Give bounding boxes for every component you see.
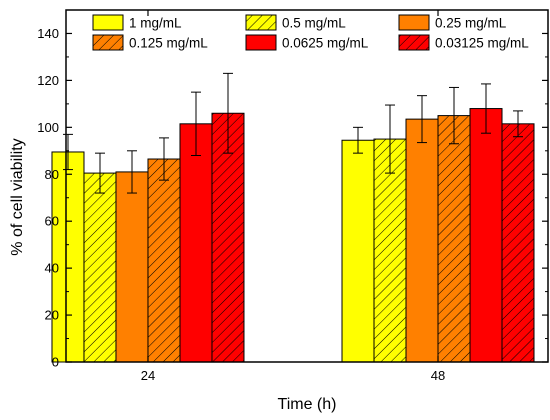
plot-frame: [65, 9, 549, 363]
bar-hatch: [83, 173, 116, 362]
y-tick-label: 80: [45, 167, 59, 182]
y-tick-label: 40: [45, 261, 59, 276]
x-tick-label: 24: [141, 368, 155, 383]
bar: [179, 123, 213, 363]
axes-layer: 0 20 40 60 80 100 120 140 24 48: [37, 9, 549, 383]
y-tick-label: 0: [52, 355, 59, 370]
legend-label: 0.0625 mg/mL: [282, 36, 369, 51]
y-tick-label: 120: [37, 73, 59, 88]
legend-label: 0.125 mg/mL: [129, 36, 208, 51]
y-axis-title: % of cell viability: [9, 138, 26, 255]
y-tick-label: 20: [45, 308, 59, 323]
bar: [469, 108, 503, 363]
bar-hatch: [502, 123, 535, 363]
bar-hatch: [438, 115, 471, 362]
bar-hatch: [374, 139, 407, 362]
legend-swatch: [398, 14, 430, 31]
y-tick-label: 60: [45, 214, 59, 229]
bar: [51, 151, 85, 363]
bar: [115, 171, 149, 363]
bar: [341, 139, 375, 363]
y-tick-label: 100: [37, 120, 59, 135]
bars-layer: [51, 72, 535, 363]
legend: 1 mg/mL 0.5 mg/mL 0.25 mg/mL 0.125 mg/mL 0.0…: [92, 14, 529, 51]
legend-swatch-hatch: [399, 35, 429, 50]
bar-hatch: [147, 159, 180, 362]
legend-label: 0.25 mg/mL: [435, 16, 507, 31]
legend-swatch: [245, 34, 277, 51]
y-tick-label: 140: [37, 26, 59, 41]
legend-swatch-hatch: [246, 15, 276, 30]
legend-label: 1 mg/mL: [129, 16, 182, 31]
x-axis-title: Time (h): [278, 396, 337, 413]
legend-swatch: [92, 14, 124, 31]
legend-label: 0.03125 mg/mL: [435, 36, 529, 51]
legend-swatch-hatch: [93, 35, 123, 50]
bar: [405, 118, 439, 363]
legend-label: 0.5 mg/mL: [282, 16, 346, 31]
bar-hatch: [211, 113, 244, 363]
x-tick-label: 48: [431, 368, 445, 383]
